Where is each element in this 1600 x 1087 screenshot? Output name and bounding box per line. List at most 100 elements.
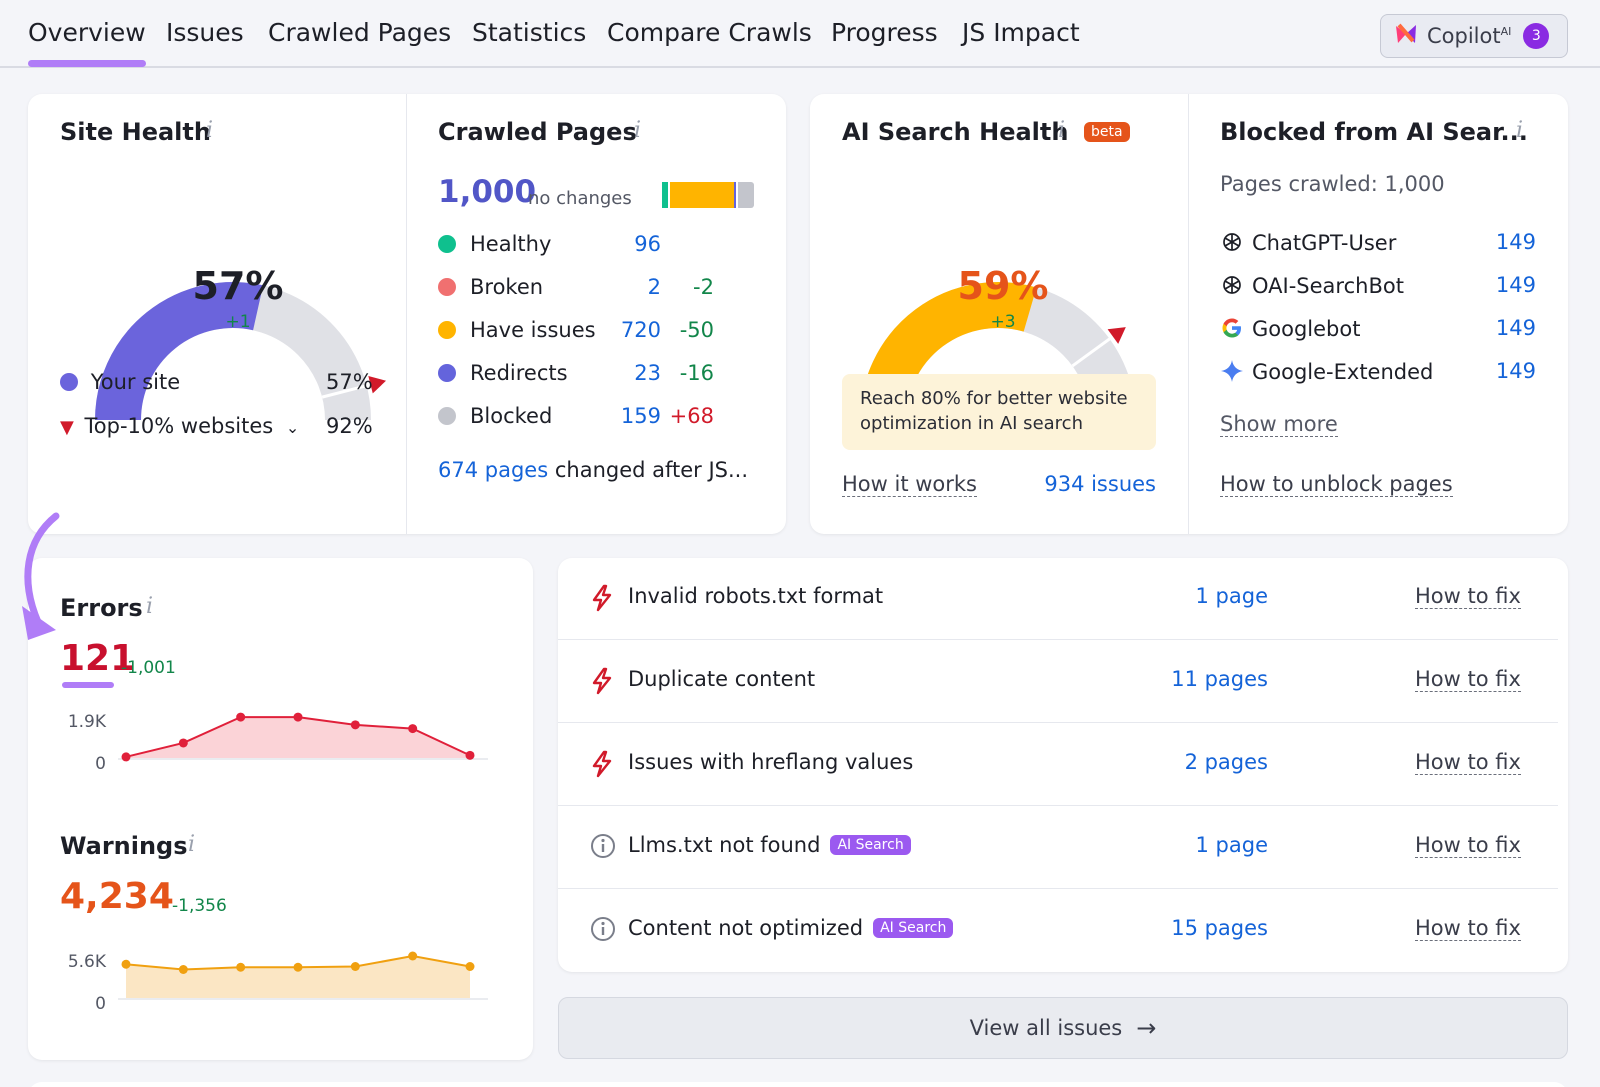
arrow-right-icon: → <box>1136 1014 1157 1042</box>
js-changed-link[interactable]: 674 pages <box>438 458 549 482</box>
how-it-works-link[interactable]: How it works <box>842 472 977 497</box>
issue-title[interactable]: Duplicate content <box>628 667 816 691</box>
crawled-total-note: no changes <box>528 188 632 209</box>
copilot-button[interactable]: CopilotAI 3 <box>1380 14 1568 58</box>
errors-info-icon[interactable]: i <box>146 594 154 619</box>
crawled-row-delta: -50 <box>679 318 714 342</box>
gemini-icon <box>1220 359 1244 388</box>
warnings-point[interactable] <box>465 962 475 971</box>
crawled-row-count[interactable]: 96 <box>634 232 661 256</box>
unblock-link[interactable]: How to unblock pages <box>1220 472 1453 497</box>
card-divider <box>406 94 407 534</box>
crawled-row-blocked: Blocked <box>438 404 552 428</box>
crawled-row-count[interactable]: 720 <box>620 318 661 342</box>
error-bolt-icon <box>590 667 616 695</box>
issue-title[interactable]: Issues with hreflang values <box>628 750 914 774</box>
top-10-selector[interactable]: ▼ Top-10% websites ⌄ <box>60 414 300 438</box>
blocked-info-icon[interactable]: i <box>1516 118 1524 143</box>
site-health-title: Site Health <box>60 118 211 146</box>
warnings-point[interactable] <box>408 951 418 961</box>
crawled-row-redirects: Redirects <box>438 361 568 385</box>
errors-point[interactable] <box>121 752 131 762</box>
ai-search-badge: AI Search <box>830 835 911 855</box>
bot-name: Googlebot <box>1252 317 1361 341</box>
ai-search-card: AI Search Health i beta 59% +3 Reach 80%… <box>810 94 1568 534</box>
top-issues-card: Invalid robots.txt format 1 page How to fi… <box>558 558 1568 972</box>
warnings-point[interactable] <box>293 962 303 972</box>
bot-row: OAI-SearchBot <box>1220 273 1404 302</box>
warnings-point[interactable] <box>236 962 246 972</box>
site-health-info-icon[interactable]: i <box>206 118 214 143</box>
crawled-total[interactable]: 1,000 <box>438 174 537 210</box>
site-health-gauge <box>95 282 387 421</box>
crawled-row-count[interactable]: 23 <box>634 361 661 385</box>
crawled-row-healthy: Healthy <box>438 232 551 256</box>
info-circle-icon <box>590 833 616 861</box>
bot-blocked-count[interactable]: 149 <box>1495 316 1536 340</box>
crawled-stack-bar <box>658 182 754 208</box>
tab-overview[interactable]: Overview <box>28 18 146 67</box>
show-more-link[interactable]: Show more <box>1220 412 1338 437</box>
issue-title[interactable]: Content not optimized AI Search <box>628 916 954 940</box>
your-site-value: 57% <box>326 370 373 394</box>
issue-row: Llms.txt not found AI Search 1 page How to … <box>558 807 1558 889</box>
errors-point[interactable] <box>178 738 188 748</box>
tab-bar: Overview Issues Crawled Pages Statistics… <box>0 0 1600 68</box>
errors-point[interactable] <box>293 712 303 722</box>
issue-pages-link[interactable]: 2 pages <box>1184 750 1268 774</box>
errors-value[interactable]: 121 <box>60 638 136 679</box>
crawled-row-delta: -2 <box>693 275 714 299</box>
errors-point[interactable] <box>350 720 360 730</box>
errors-point[interactable] <box>236 712 246 722</box>
site-health-card: Site Health i 57% +1 Your site 57% ▼ Top… <box>28 94 786 534</box>
warnings-y-min: 0 <box>95 994 106 1014</box>
errors-point[interactable] <box>408 724 418 734</box>
warnings-point[interactable] <box>178 965 188 974</box>
bot-blocked-count[interactable]: 149 <box>1495 273 1536 297</box>
warnings-info-icon[interactable]: i <box>188 832 196 857</box>
site-health-value: 57% <box>192 264 284 308</box>
issue-pages-link[interactable]: 15 pages <box>1171 916 1268 940</box>
bot-row: Google-Extended <box>1220 359 1433 388</box>
crawled-row-count[interactable]: 159 <box>620 404 661 428</box>
errors-point[interactable] <box>465 750 475 760</box>
tab-js-impact[interactable]: JS Impact <box>962 18 1080 47</box>
ai-health-value: 59% <box>957 264 1049 308</box>
crawled-row-delta: -16 <box>679 361 714 385</box>
how-to-fix-link[interactable]: How to fix <box>1415 833 1521 858</box>
issue-pages-link[interactable]: 11 pages <box>1171 667 1268 691</box>
ai-health-tip: Reach 80% for better website optimizatio… <box>842 374 1156 450</box>
error-bolt-icon <box>590 750 616 778</box>
ai-health-info-icon[interactable]: i <box>1058 118 1066 143</box>
ai-issues-link[interactable]: 934 issues <box>1044 472 1156 496</box>
bot-blocked-count[interactable]: 149 <box>1495 230 1536 254</box>
how-to-fix-link[interactable]: How to fix <box>1415 916 1521 941</box>
status-dot <box>438 321 456 339</box>
issue-pages-link[interactable]: 1 page <box>1195 584 1269 608</box>
bot-row: Googlebot <box>1220 316 1360 345</box>
view-all-issues-button[interactable]: View all issues → <box>558 997 1568 1059</box>
warnings-point[interactable] <box>350 962 360 971</box>
tab-issues[interactable]: Issues <box>166 18 244 47</box>
how-to-fix-link[interactable]: How to fix <box>1415 667 1521 692</box>
errors-title: Errors <box>60 594 143 622</box>
issue-pages-link[interactable]: 1 page <box>1195 833 1269 857</box>
issue-title[interactable]: Llms.txt not found AI Search <box>628 833 911 857</box>
tab-compare-crawls[interactable]: Compare Crawls <box>607 18 812 47</box>
openai-icon <box>1220 230 1244 259</box>
errors-delta: -1,001 <box>121 658 176 678</box>
warnings-point[interactable] <box>121 959 131 969</box>
how-to-fix-link[interactable]: How to fix <box>1415 750 1521 775</box>
how-to-fix-link[interactable]: How to fix <box>1415 584 1521 609</box>
crawled-pages-info-icon[interactable]: i <box>634 118 642 143</box>
tab-statistics[interactable]: Statistics <box>472 18 587 47</box>
ai-health-delta: +3 <box>990 312 1016 332</box>
issue-title[interactable]: Invalid robots.txt format <box>628 584 884 608</box>
tab-crawled-pages[interactable]: Crawled Pages <box>268 18 452 47</box>
crawled-row-count[interactable]: 2 <box>647 275 661 299</box>
warnings-value[interactable]: 4,234 <box>60 876 174 917</box>
issue-row: Content not optimized AI Search 15 pages Ho… <box>558 890 1558 972</box>
tab-progress[interactable]: Progress <box>831 18 938 47</box>
bot-blocked-count[interactable]: 149 <box>1495 359 1536 383</box>
view-all-label: View all issues <box>969 1016 1123 1040</box>
